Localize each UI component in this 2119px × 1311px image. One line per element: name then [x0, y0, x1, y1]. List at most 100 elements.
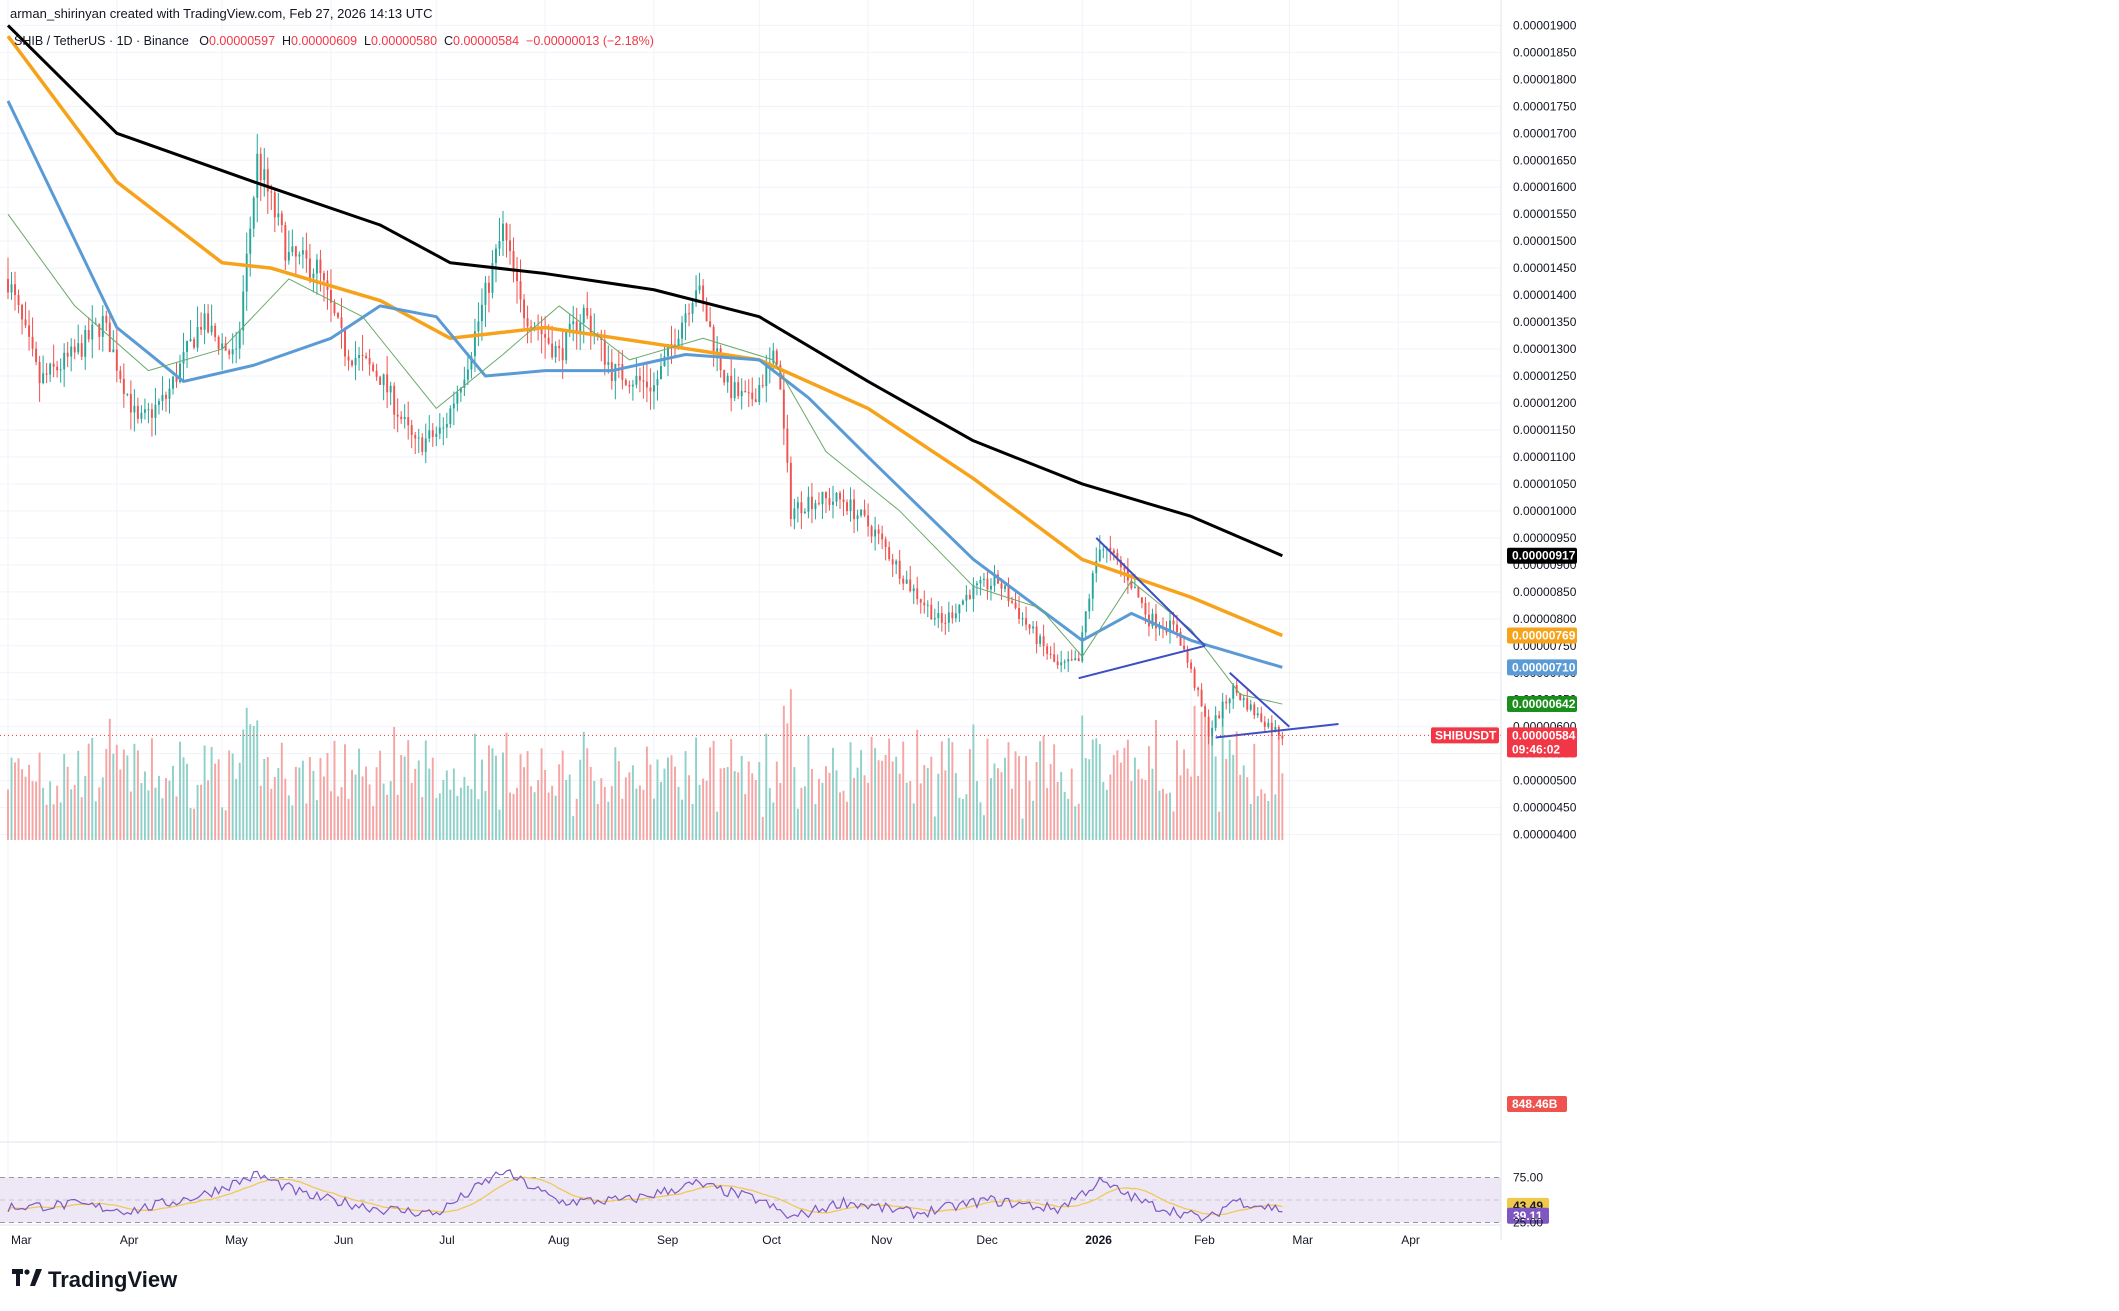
- candle-body: [691, 302, 694, 314]
- candle-body: [150, 409, 153, 418]
- volume-bar: [45, 804, 48, 840]
- volume-bar: [495, 755, 497, 840]
- candle-body: [245, 253, 248, 292]
- candle-body: [389, 385, 392, 393]
- candle-body: [210, 325, 213, 333]
- volume-bar: [688, 775, 691, 840]
- trendlines[interactable]: [0, 537, 1501, 739]
- volume-bar: [631, 765, 634, 840]
- volume-bar: [1151, 768, 1154, 840]
- candle-body: [1116, 552, 1119, 560]
- candle-body: [881, 533, 884, 540]
- symbol-badge: SHIBUSDT: [1431, 727, 1499, 744]
- volume-bar: [660, 781, 662, 840]
- volume-bar: [52, 804, 55, 840]
- candle-body: [1218, 715, 1221, 719]
- volume-bar: [157, 775, 160, 840]
- price-label-badge: 0.00000917: [1507, 547, 1577, 564]
- chart-attribution: arman_shirinyan created with TradingView…: [10, 6, 433, 21]
- time-axis[interactable]: Mar Apr May Jun Jul Aug Sep Oct Nov Dec 2026 Feb Mar…: [0, 1224, 1501, 1247]
- candle-body: [98, 323, 101, 337]
- candle-body: [1200, 689, 1203, 707]
- candle-body: [509, 240, 511, 252]
- volume-bar: [600, 778, 603, 840]
- candle-body: [982, 578, 985, 580]
- volume-bar: [853, 777, 856, 840]
- volume-bar: [7, 789, 9, 840]
- volume-bar: [1267, 801, 1270, 840]
- candle-body: [277, 213, 280, 218]
- volume-bar: [70, 789, 73, 840]
- candle-body: [154, 404, 157, 418]
- candle-body: [175, 376, 178, 383]
- legend-symbol[interactable]: SHIB / TetherUS · 1D · Binance: [14, 34, 189, 48]
- candle-body: [487, 282, 490, 293]
- candle-body: [702, 285, 705, 302]
- candle-body: [1256, 713, 1259, 716]
- candle-body: [565, 330, 568, 361]
- candle-body: [681, 322, 683, 339]
- price-tick-label: 0.00001550: [1513, 207, 1577, 221]
- price-axis[interactable]: 0.00001900 0.00001850 0.00001800 0.00001750…: [1431, 0, 2119, 1240]
- candle-body: [63, 352, 66, 370]
- candle-body: [579, 322, 582, 334]
- volume-bar: [10, 757, 13, 840]
- candle-body: [1084, 611, 1087, 633]
- candle-body: [196, 327, 199, 348]
- candle-body: [77, 343, 80, 353]
- volume-bar: [589, 766, 592, 840]
- volume-bar: [386, 794, 389, 840]
- candle-body: [287, 252, 290, 261]
- volume-bar: [28, 764, 31, 840]
- candle-body: [400, 416, 403, 420]
- volume-bar: [596, 803, 599, 840]
- volume-bar: [1228, 739, 1231, 840]
- tradingview-brand[interactable]: TradingView: [12, 1266, 177, 1294]
- volume-bar: [698, 784, 701, 840]
- volume-bar: [737, 772, 740, 840]
- volume-bar: [400, 755, 403, 840]
- volume-bar: [624, 777, 627, 840]
- rsi-line: [7, 1169, 1283, 1222]
- volume-bar: [435, 798, 438, 840]
- candle-body: [186, 341, 189, 353]
- candle-body: [203, 313, 206, 330]
- candle-body: [660, 366, 662, 380]
- candle-body: [1221, 701, 1224, 719]
- candle-body: [431, 430, 434, 437]
- candle-body: [417, 437, 420, 439]
- volume-bar: [259, 785, 262, 840]
- candle-body: [80, 343, 83, 357]
- candle-body: [624, 380, 627, 385]
- volume-bar: [1123, 747, 1126, 840]
- volume-bar: [207, 780, 210, 840]
- candle-body: [912, 588, 915, 592]
- volume-bar: [1154, 719, 1157, 840]
- candle-body: [965, 594, 968, 601]
- candle-body: [1070, 659, 1073, 661]
- volume-bar: [558, 764, 561, 840]
- candle-body: [832, 501, 834, 505]
- volume-bar: [667, 757, 669, 840]
- rsi-label: 25.00: [1513, 1216, 1543, 1230]
- candle-body: [940, 613, 943, 623]
- volume-bar: [333, 740, 336, 840]
- volume-bar: [1140, 778, 1143, 840]
- volume-bar: [965, 794, 968, 840]
- volume-bar: [695, 737, 698, 840]
- volume-bar: [1042, 735, 1045, 840]
- volume-bar: [49, 781, 52, 840]
- volume-bar: [235, 779, 238, 840]
- volume-bar: [919, 783, 922, 840]
- volume-bar: [747, 761, 750, 840]
- candle-body: [709, 321, 712, 327]
- price-label-badge: 0.00000642: [1507, 696, 1577, 713]
- volume-bar: [1088, 759, 1091, 840]
- volume-bar: [712, 740, 715, 840]
- candle-body: [252, 197, 255, 229]
- volume-bar: [361, 776, 364, 840]
- candle-body: [449, 408, 452, 425]
- volume-bar: [263, 758, 266, 840]
- price-tick-label: 0.00000850: [1513, 585, 1577, 599]
